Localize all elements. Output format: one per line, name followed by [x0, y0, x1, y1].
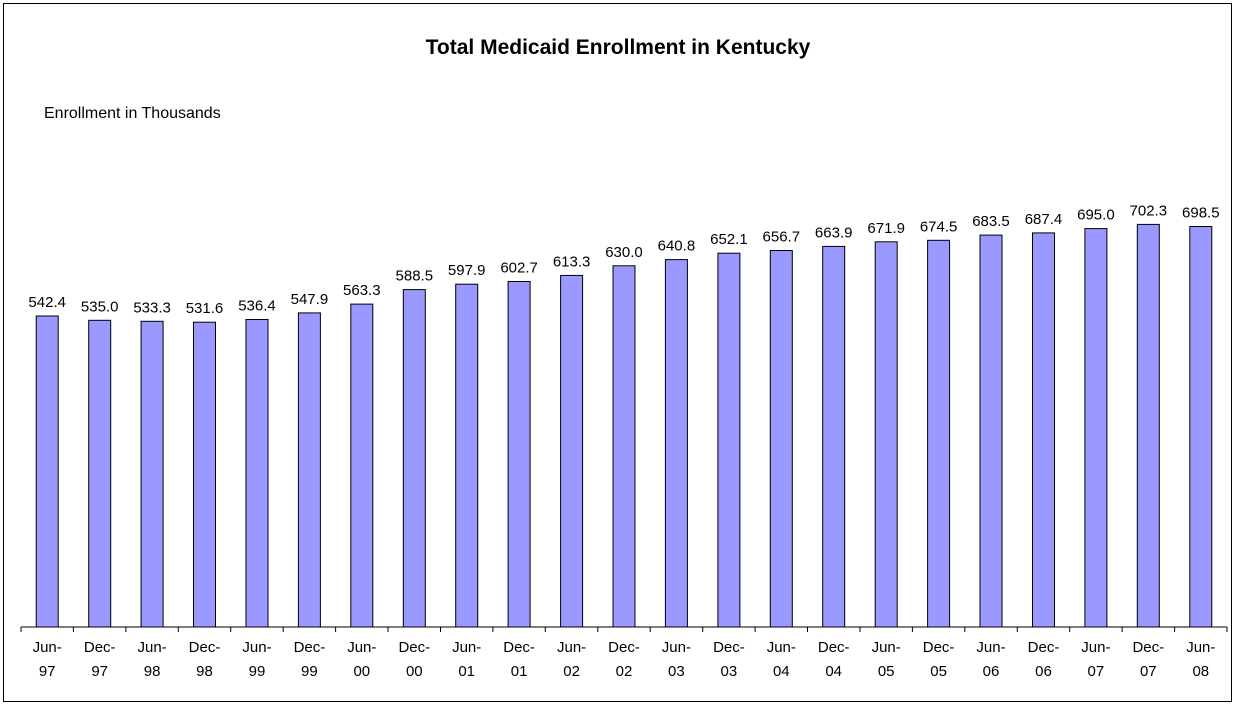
x-tick-label: 06 — [1035, 663, 1052, 680]
data-label: 663.9 — [815, 224, 853, 241]
x-tick-label: Jun- — [767, 639, 796, 656]
x-tick-label: Dec- — [818, 639, 850, 656]
bar — [717, 252, 741, 628]
x-tick-label: 98 — [144, 663, 161, 680]
bar — [874, 241, 898, 628]
x-tick-label: Dec- — [84, 639, 116, 656]
data-label: 671.9 — [867, 220, 905, 237]
bar — [350, 303, 374, 628]
bar — [1189, 226, 1213, 628]
x-tick-label: 97 — [39, 663, 56, 680]
data-label: 695.0 — [1077, 207, 1115, 224]
bar — [88, 319, 112, 628]
x-tick-label: 04 — [825, 663, 842, 680]
data-label: 674.5 — [920, 218, 958, 235]
data-label: 698.5 — [1182, 205, 1220, 222]
chart-title: Total Medicaid Enrollment in Kentucky — [425, 36, 811, 59]
data-label: 542.4 — [28, 294, 66, 311]
x-tick-label: 03 — [721, 663, 738, 680]
x-tick-label: 01 — [511, 663, 528, 680]
bar — [245, 319, 269, 628]
x-tick-label: Dec- — [923, 639, 955, 656]
x-tick-label: 00 — [406, 663, 423, 680]
data-label: 656.7 — [763, 229, 801, 246]
bar — [769, 250, 793, 628]
x-tick-label: 98 — [196, 663, 213, 680]
x-tick-label: 97 — [91, 663, 108, 680]
x-tick-label: Dec- — [398, 639, 430, 656]
x-tick-label: 99 — [249, 663, 266, 680]
data-label: 563.3 — [343, 282, 381, 299]
bar — [402, 289, 426, 628]
x-tick-label: 01 — [458, 663, 475, 680]
x-tick-label: 08 — [1192, 663, 1209, 680]
data-label: 652.1 — [710, 231, 748, 248]
x-tick-label: 02 — [563, 663, 580, 680]
data-label: 588.5 — [396, 268, 434, 285]
bar — [1084, 228, 1108, 628]
data-label: 613.3 — [553, 253, 591, 270]
x-tick-label: Jun- — [872, 639, 901, 656]
data-label: 702.3 — [1130, 202, 1168, 219]
x-tick-label: 04 — [773, 663, 790, 680]
x-tick-label: 99 — [301, 663, 318, 680]
bar — [297, 312, 321, 628]
x-tick-label: Dec- — [1028, 639, 1060, 656]
x-tick-label: Jun- — [242, 639, 271, 656]
x-tick-label: 05 — [878, 663, 895, 680]
bar — [455, 283, 479, 628]
bar — [927, 239, 951, 628]
data-label: 547.9 — [291, 291, 329, 308]
bar — [664, 259, 688, 628]
data-label: 602.7 — [500, 260, 538, 277]
data-label: 597.9 — [448, 262, 486, 279]
x-tick-label: Dec- — [503, 639, 535, 656]
x-tick-label: Jun- — [347, 639, 376, 656]
bar — [1136, 223, 1160, 628]
x-tick-label: Jun- — [1081, 639, 1110, 656]
x-tick-label: Dec- — [1132, 639, 1164, 656]
x-tick-label: Dec- — [189, 639, 221, 656]
bar — [979, 234, 1003, 628]
x-tick-label: Dec- — [608, 639, 640, 656]
data-label: 683.5 — [972, 213, 1010, 230]
x-tick-label: 05 — [930, 663, 947, 680]
bar — [140, 320, 164, 628]
data-label: 533.3 — [133, 299, 171, 316]
x-tick-label: Dec- — [713, 639, 745, 656]
bar — [612, 265, 636, 628]
x-tick-label: Jun- — [976, 639, 1005, 656]
x-tick-label: 00 — [353, 663, 370, 680]
bar — [822, 245, 846, 628]
x-tick-label: Jun- — [1186, 639, 1215, 656]
data-label: 687.4 — [1025, 211, 1063, 228]
x-tick-label: 07 — [1140, 663, 1157, 680]
bar — [1032, 232, 1055, 628]
x-tick-label: Jun- — [662, 639, 691, 656]
x-tick-label: 02 — [616, 663, 633, 680]
data-label: 640.8 — [658, 238, 696, 255]
bar — [507, 281, 531, 628]
x-tick-label: 07 — [1088, 663, 1105, 680]
data-label: 536.4 — [238, 298, 276, 315]
data-label: 531.6 — [186, 300, 224, 317]
x-tick-label: 03 — [668, 663, 685, 680]
x-tick-label: Dec- — [294, 639, 326, 656]
y-axis-label: Enrollment in Thousands — [44, 105, 221, 122]
bar — [193, 321, 216, 628]
data-label: 535.0 — [81, 298, 119, 315]
x-tick-label: Jun- — [138, 639, 167, 656]
x-tick-label: Jun- — [452, 639, 481, 656]
x-tick-label: Jun- — [33, 639, 62, 656]
bar — [35, 315, 59, 628]
x-tick-label: Jun- — [557, 639, 586, 656]
data-label: 630.0 — [605, 244, 643, 261]
x-tick-label: 06 — [983, 663, 1000, 680]
bar — [560, 274, 584, 628]
